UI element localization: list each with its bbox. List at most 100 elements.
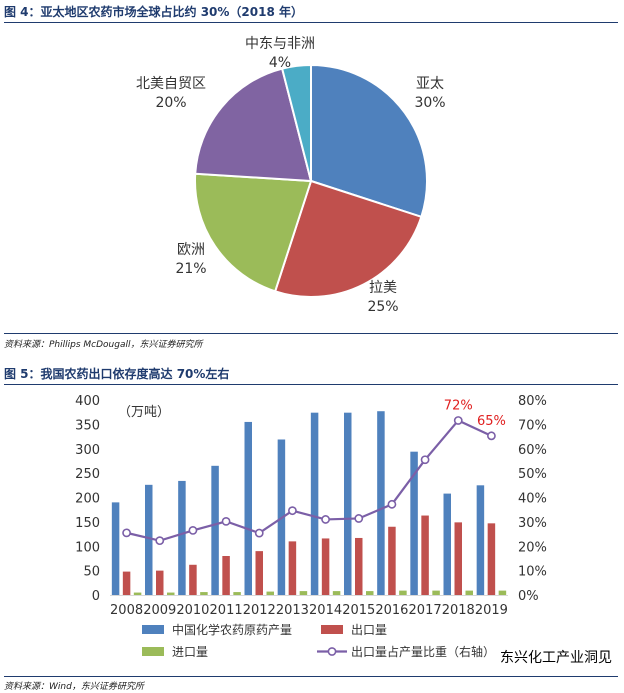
ratio-point xyxy=(354,514,364,523)
x-tick-label: 2013 xyxy=(276,603,309,618)
bar-export xyxy=(222,556,230,595)
ratio-point xyxy=(221,516,231,526)
y-right-tick-label: 50% xyxy=(518,467,547,482)
pie-chart: 亚太 30% 拉美 25% 欧洲 21% 北美自贸区 20% 中东与非洲 4% xyxy=(136,36,446,315)
pie-label-value: 21% xyxy=(175,261,206,277)
y-left-tick-label: 350 xyxy=(75,418,100,433)
x-tick-label: 2016 xyxy=(375,603,408,618)
legend-swatch-marker xyxy=(327,647,337,656)
ratio-point xyxy=(387,499,397,509)
combo-axes: 0 50 100 150 200 250 300 350 400 0% 10% 20% 30% 40% 50… xyxy=(75,394,547,618)
pie-label-value: 4% xyxy=(269,55,291,71)
ratio-point xyxy=(487,431,496,441)
pie-label-name: 亚太 xyxy=(416,76,444,92)
bar-production xyxy=(178,480,186,595)
bar-import xyxy=(167,592,175,595)
bar-production xyxy=(344,412,352,595)
pie-label-value: 25% xyxy=(367,299,398,315)
y-right-tick-label: 0% xyxy=(518,589,539,604)
ratio-point xyxy=(122,528,131,538)
bar-import xyxy=(299,591,308,595)
figure-4-source-rule xyxy=(4,333,618,334)
bar-export xyxy=(189,564,197,595)
bar-import xyxy=(233,592,241,595)
pie-labels: 亚太 30% 拉美 25% 欧洲 21% 北美自贸区 20% 中东与非洲 4% xyxy=(136,36,446,315)
bar-import xyxy=(200,592,208,595)
pie-slices xyxy=(194,63,428,298)
bar-production xyxy=(111,502,120,595)
combo-line: 72% 65% xyxy=(122,398,506,546)
figure-4-title: 图 4：亚太地区农药市场全球占比约 30%（2018 年） xyxy=(4,5,304,19)
bar-export xyxy=(487,523,496,595)
legend-label: 出口量占产量比重（右轴） xyxy=(351,644,495,659)
pie-label-name: 欧洲 xyxy=(177,242,205,258)
data-label: 65% xyxy=(477,414,506,429)
x-tick-label: 2015 xyxy=(342,603,375,618)
bar-import xyxy=(465,590,473,595)
pie-slice-5 xyxy=(280,63,312,182)
legend-swatch xyxy=(142,647,164,656)
figure-5-title: 图 5：我国农药出口依存度高达 70%左右 xyxy=(4,367,230,381)
bar-import xyxy=(133,592,142,595)
legend-label: 进口量 xyxy=(172,645,208,659)
bar-import xyxy=(399,590,407,595)
bar-export xyxy=(288,541,297,595)
bar-export xyxy=(388,526,396,595)
legend-swatch xyxy=(321,625,343,634)
y-left-tick-label: 400 xyxy=(75,394,100,409)
y-left-tick-label: 100 xyxy=(75,540,100,555)
pie-slice-1 xyxy=(310,63,428,219)
bar-export xyxy=(321,538,330,595)
y-right-tick-label: 20% xyxy=(518,540,547,555)
y-left-tick-label: 0 xyxy=(92,589,100,604)
x-tick-label: 2019 xyxy=(475,603,508,618)
legend-label: 出口量 xyxy=(351,623,387,637)
bar-import xyxy=(332,591,341,595)
x-tick-label: 2018 xyxy=(442,603,475,618)
pie-label-name: 北美自贸区 xyxy=(136,76,206,92)
y-left-tick-label: 50 xyxy=(83,565,100,580)
y-left-tick-label: 150 xyxy=(75,516,100,531)
figure-4-title-rule xyxy=(4,22,618,23)
bar-production xyxy=(476,485,485,595)
combo-chart: 0 50 100 150 200 250 300 350 400 0% 10% 20% 30% 40% 50… xyxy=(75,394,612,666)
y-right-tick-label: 10% xyxy=(518,565,547,580)
watermark-text: 东兴化工产业洞见 xyxy=(500,650,612,666)
data-label: 72% xyxy=(444,398,473,413)
y-right-tick-label: 40% xyxy=(518,492,547,507)
legend-label: 中国化学农药原药产量 xyxy=(172,622,292,637)
ratio-point xyxy=(288,506,297,516)
bar-import xyxy=(266,591,274,595)
pie-slice-3 xyxy=(194,172,313,293)
x-tick-label: 2009 xyxy=(143,603,176,618)
bar-production xyxy=(211,465,219,595)
ratio-point xyxy=(321,515,330,524)
x-tick-label: 2010 xyxy=(176,603,209,618)
bar-import xyxy=(432,590,440,595)
pie-label-name: 中东与非洲 xyxy=(245,36,315,52)
legend-swatch xyxy=(142,625,164,634)
ratio-point xyxy=(188,526,198,535)
y-left-tick-label: 300 xyxy=(75,443,100,458)
bar-export xyxy=(122,571,131,595)
figure-5-source-rule xyxy=(4,676,618,677)
bar-import xyxy=(366,591,374,595)
pie-label-value: 20% xyxy=(155,95,186,111)
figure-5-title-rule xyxy=(4,384,618,385)
x-tick-label: 2008 xyxy=(110,603,143,618)
combo-bars xyxy=(111,411,507,595)
y-right-tick-label: 70% xyxy=(518,418,547,433)
figure-4-source: 资料来源：Phillips McDougall，东兴证券研究所 xyxy=(4,340,203,350)
bar-production xyxy=(410,451,418,595)
y-right-tick-label: 80% xyxy=(518,394,547,409)
pie-slice-2 xyxy=(273,179,423,298)
ratio-point xyxy=(453,416,463,425)
bar-production xyxy=(145,484,153,595)
pie-slice-4 xyxy=(194,67,313,183)
y-unit-label: （万吨） xyxy=(118,405,170,420)
x-tick-label: 2012 xyxy=(243,603,276,618)
figure-5-source: 资料来源：Wind，东兴证券研究所 xyxy=(4,682,144,692)
bar-production xyxy=(310,412,319,595)
ratio-point xyxy=(254,528,264,538)
